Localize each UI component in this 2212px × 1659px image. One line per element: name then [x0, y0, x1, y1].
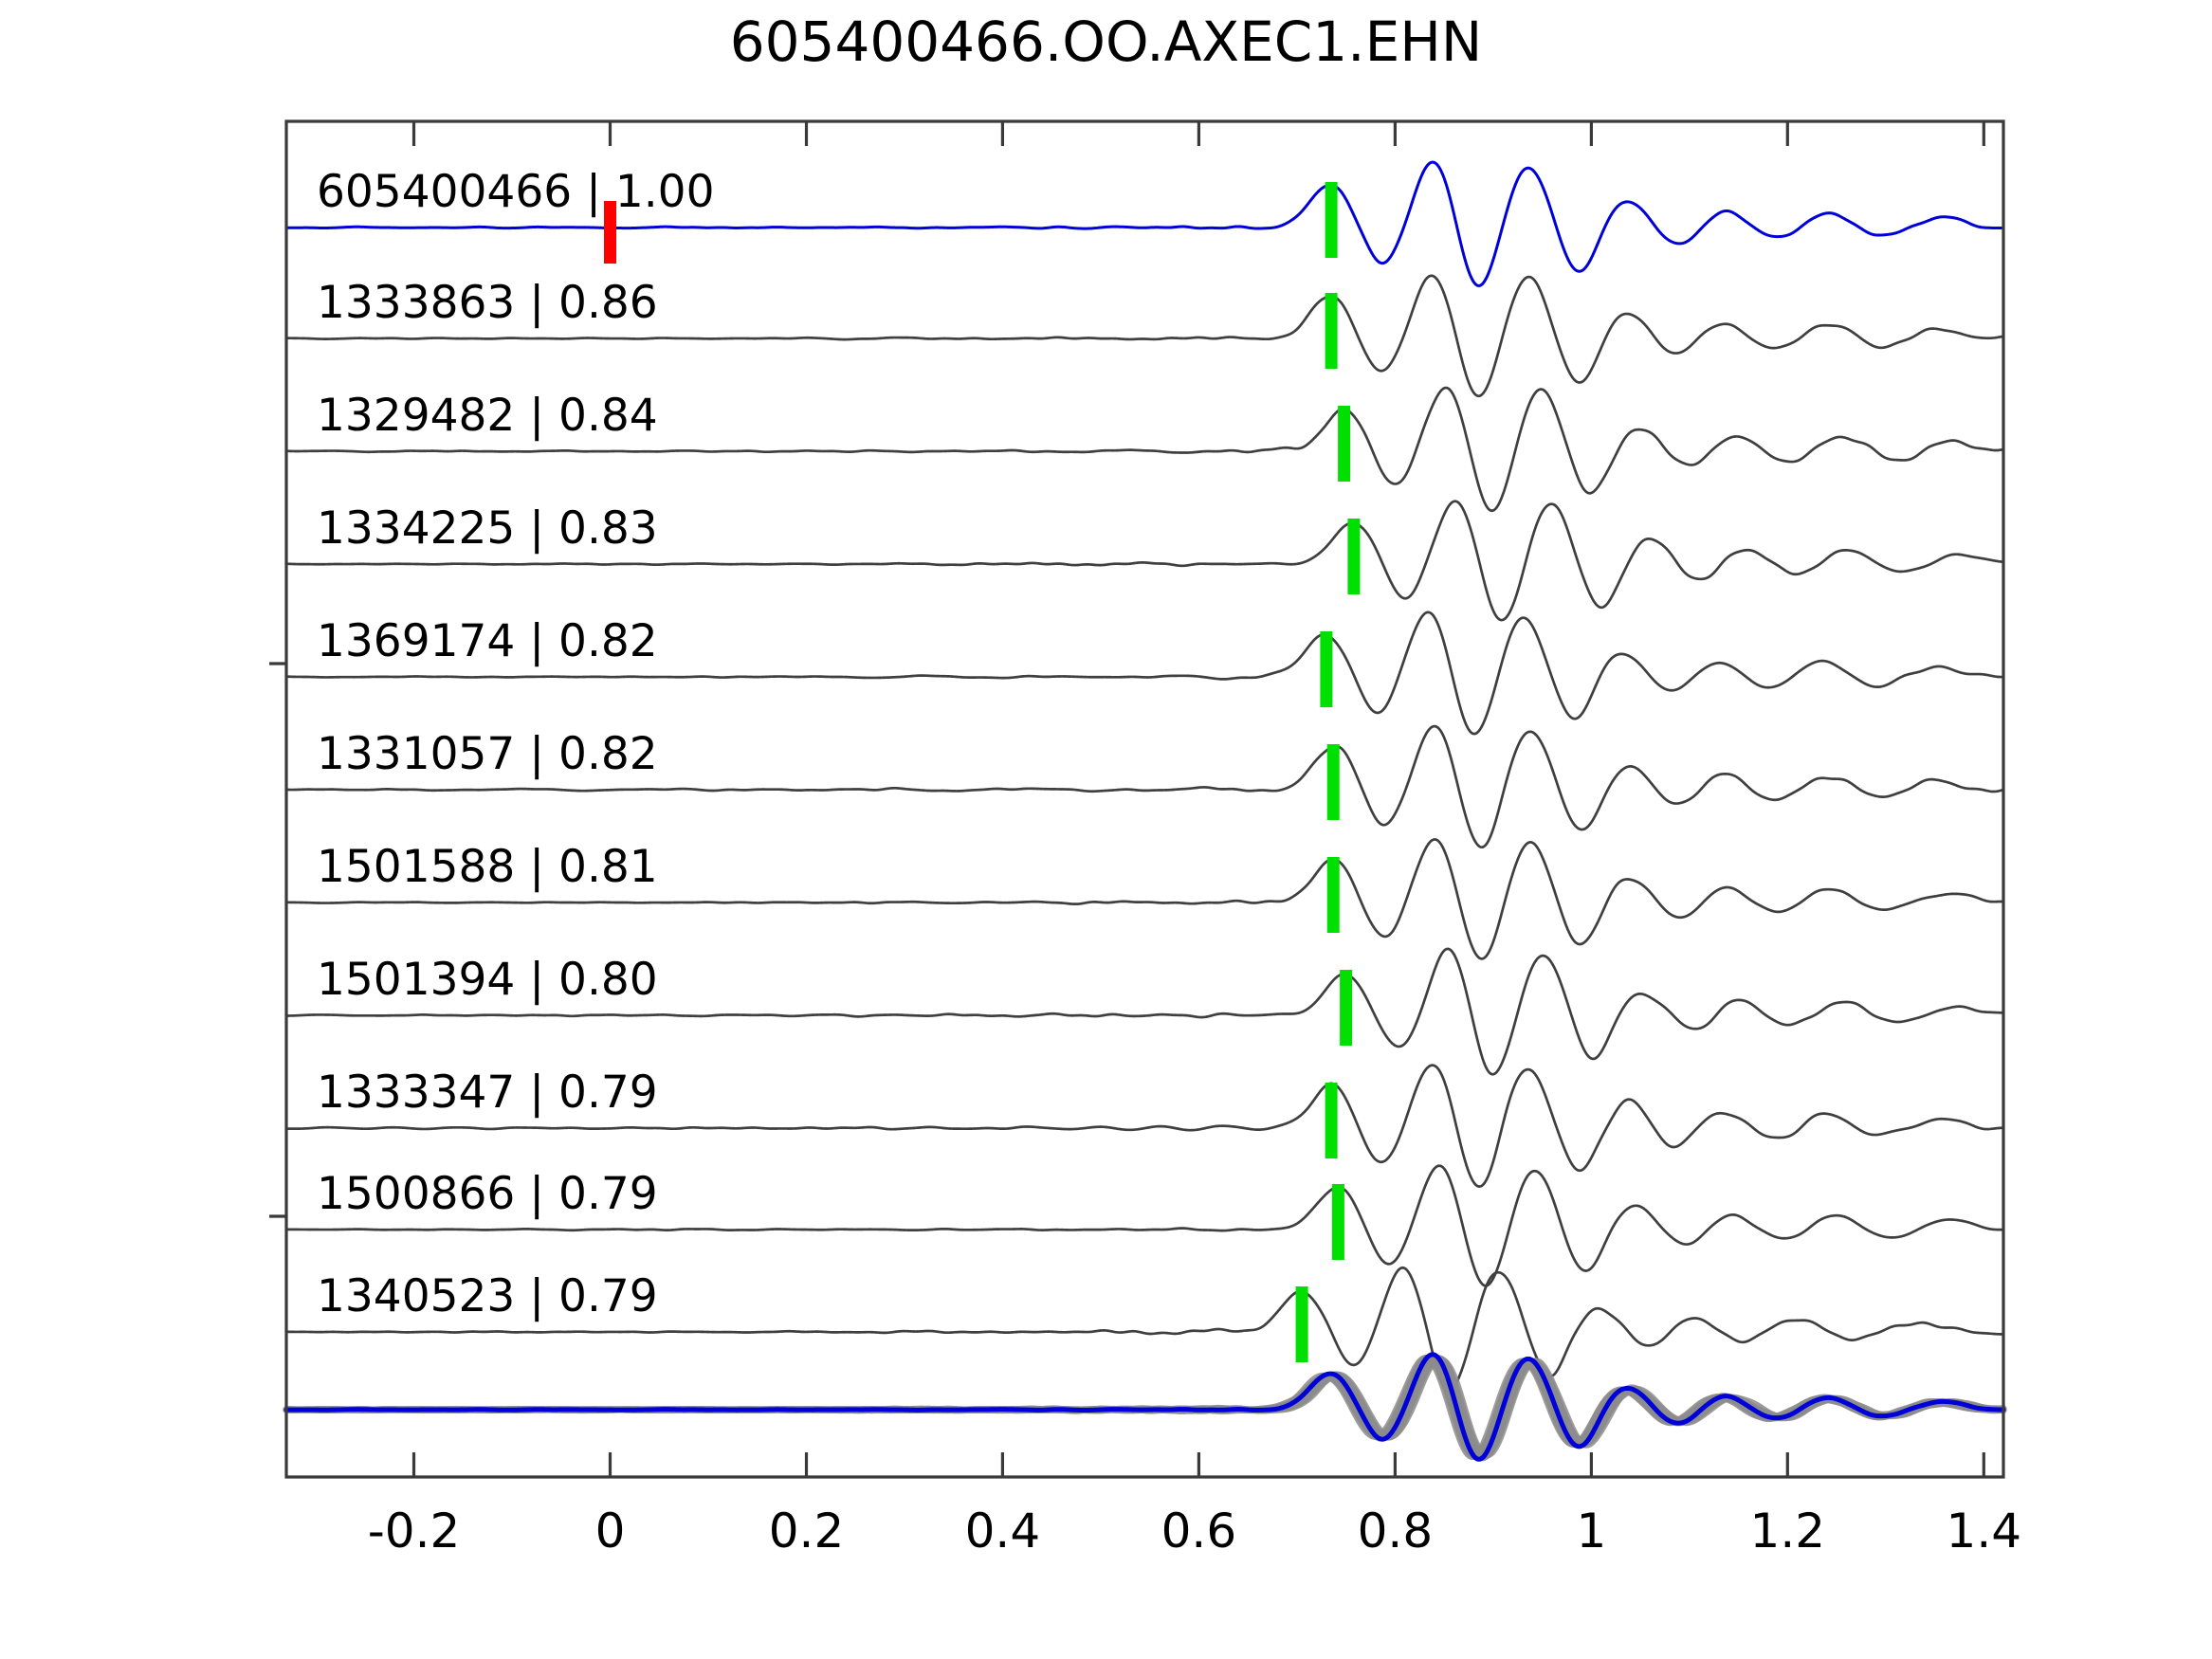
x-axis-tick-label: 1: [1576, 1504, 1606, 1559]
x-axis-tick-label: 0: [595, 1504, 626, 1559]
trace-label: 1369174 | 0.82: [317, 615, 658, 667]
neighbour-waveform-trace: [284, 838, 2005, 960]
neighbour-waveform-trace: [284, 500, 2005, 622]
x-axis-tick-label: 1.4: [1947, 1504, 2022, 1559]
neighbour-waveform-trace: [284, 724, 2005, 849]
trace-label: 1329482 | 0.84: [317, 390, 658, 442]
x-axis-tick-label: 0.8: [1358, 1504, 1434, 1559]
trace-label: 1334225 | 0.83: [317, 502, 658, 555]
neighbour-waveform-trace: [284, 274, 2005, 398]
trace-labels-group: 605400466 | 1.00 1333863 | 0.86 1329482 | …: [317, 166, 715, 1322]
trace-label: 1340523 | 0.79: [317, 1270, 658, 1322]
x-axis-tick-label: 0.4: [965, 1504, 1041, 1559]
trace-label: 605400466 | 1.00: [317, 166, 715, 218]
x-axis-tick-label: 1.2: [1750, 1504, 1826, 1559]
axis-group: -0.2 0 0.2 0.4 0.6 0.8 1 1.2 1.4: [269, 119, 2022, 1559]
stacked-reference-trace: [283, 1352, 2006, 1462]
neighbour-waveform-trace: [284, 947, 2005, 1076]
trace-label: 1333347 | 0.79: [317, 1066, 658, 1119]
x-axis-tick-label: 0.2: [769, 1504, 845, 1559]
reference-waveform-trace: [284, 160, 2005, 287]
waveform-traces-group: [283, 160, 2007, 1462]
trace-label: 1501588 | 0.81: [317, 841, 658, 893]
trace-label: 1333863 | 0.86: [317, 277, 658, 329]
neighbour-waveform-trace: [284, 611, 2005, 736]
trace-label: 1500866 | 0.79: [317, 1168, 658, 1220]
page-title: 605400466.OO.AXEC1.EHN: [729, 9, 1483, 74]
neighbour-waveform-trace: [284, 386, 2005, 513]
trace-label: 1501394 | 0.80: [317, 954, 658, 1006]
trace-label: 1331057 | 0.82: [317, 728, 658, 780]
neighbour-waveform-trace: [284, 1164, 2005, 1287]
x-axis-tick-label: 0.6: [1161, 1504, 1237, 1559]
pick-markers-group: [604, 182, 1361, 1362]
axis-frame: [284, 119, 2005, 1479]
neighbour-waveform-trace: [284, 1266, 2005, 1393]
x-axis-tick-label: -0.2: [368, 1504, 461, 1559]
neighbour-waveform-trace: [284, 1064, 2005, 1188]
